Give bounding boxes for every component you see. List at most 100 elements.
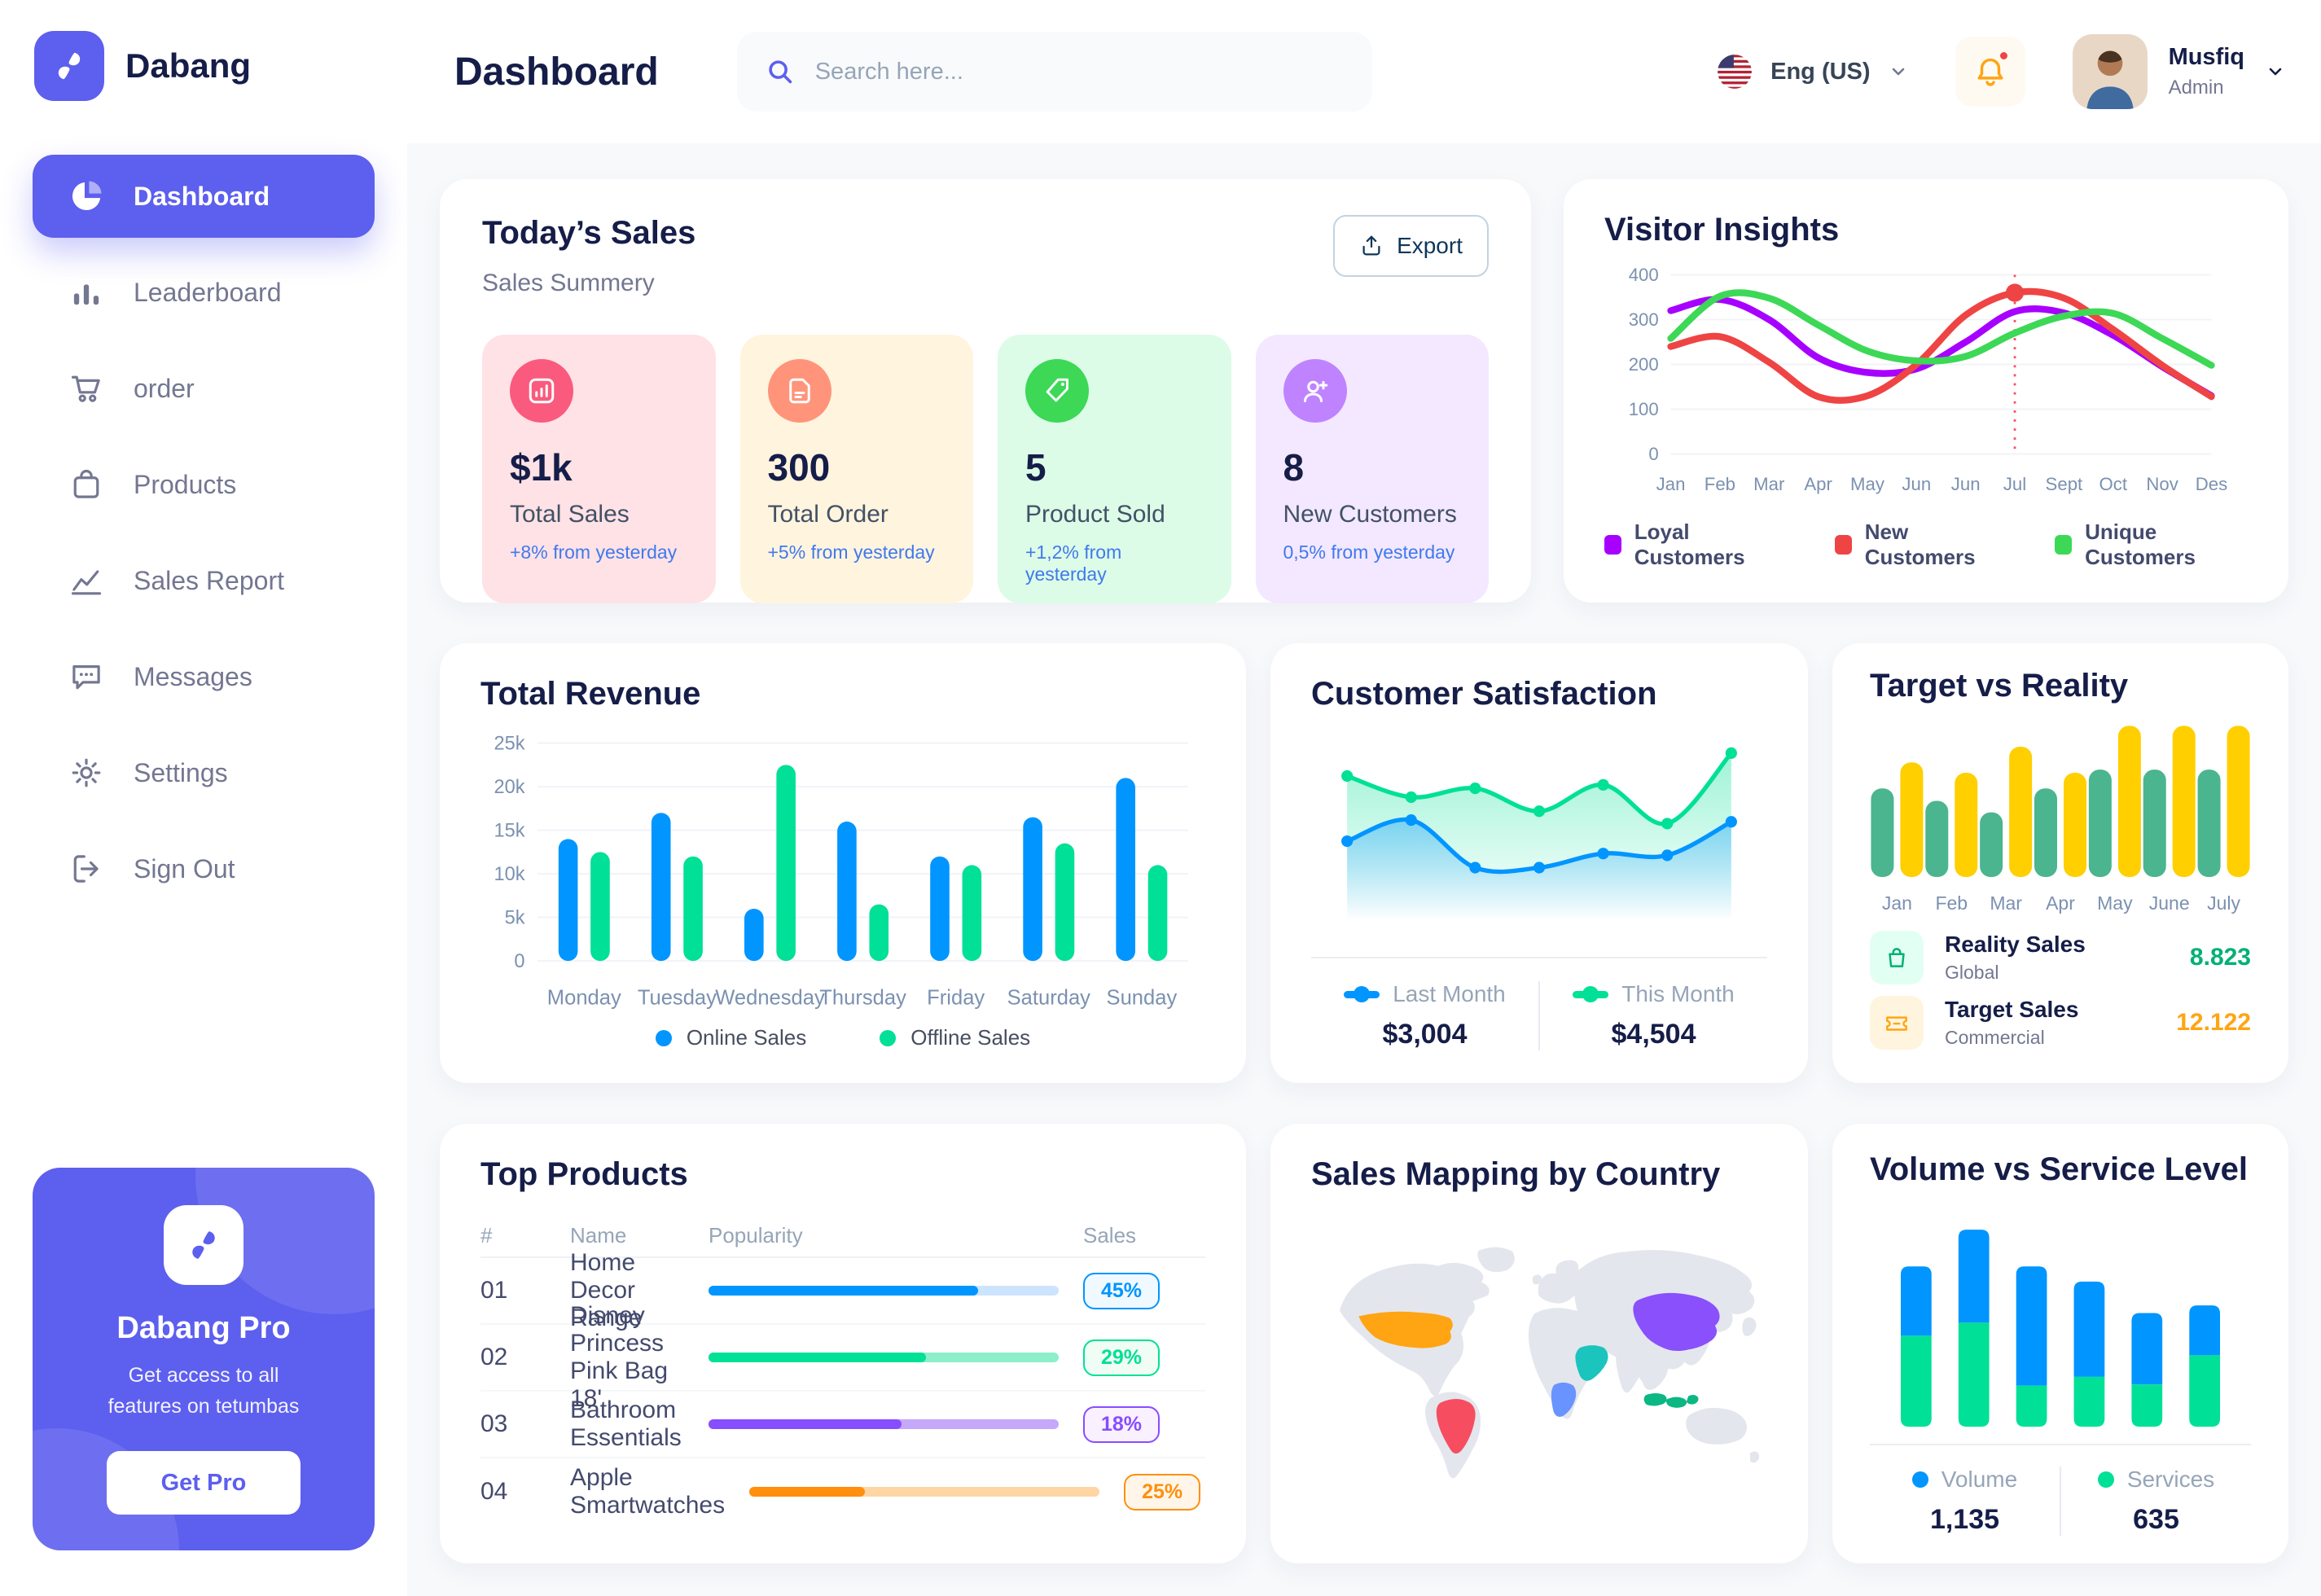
visitor-insights-card: Visitor Insights 0 100 200 300 400 Jan Feb Mar A…	[1564, 179, 2288, 603]
summary-label: Product Sold	[1025, 501, 1165, 528]
sidebar-item-label: Sales Report	[134, 565, 284, 595]
svg-text:May: May	[2097, 892, 2133, 914]
summary-value: 300	[767, 446, 831, 489]
col-popularity: Popularity	[709, 1222, 803, 1247]
leaderboard-icon	[68, 274, 104, 310]
summary-delta: 0,5% from yesterday	[1283, 542, 1455, 563]
search-input[interactable]	[814, 58, 1345, 86]
table-row: 01 Home Decor Range 45%	[480, 1249, 1205, 1331]
svg-text:July: July	[2207, 892, 2240, 914]
popularity-bar	[749, 1487, 1100, 1497]
todays-sales-card: Today’s Sales Sales Summery Export $1k To…	[440, 179, 1531, 603]
summary-value: 5	[1025, 446, 1046, 489]
top-bar: Dashboard Eng (US)	[407, 0, 2321, 143]
todays-sales-subtitle: Sales Summery	[482, 270, 655, 296]
dabang-logo-icon	[34, 31, 104, 101]
summary-card-total-order: 300 Total Order +5% from yesterday	[739, 335, 973, 603]
sales-chart-icon	[510, 359, 573, 423]
legend-item: This Month $4,504	[1538, 981, 1767, 1050]
total-revenue-card: Total Revenue 0 5k 10k 15k 20k 25k Monday Tuesd…	[440, 643, 1246, 1083]
sidebar-item-label: Products	[134, 469, 237, 499]
country-brazil	[1436, 1399, 1476, 1454]
top-products-title: Top Products	[480, 1156, 688, 1192]
sidebar-item-sign-out[interactable]: Sign Out	[33, 827, 375, 910]
svg-text:5k: 5k	[505, 908, 525, 929]
notifications-button[interactable]	[1955, 37, 2025, 107]
tag-icon	[1025, 359, 1089, 423]
sidebar-item-dashboard[interactable]: Dashboard	[33, 155, 375, 238]
export-icon	[1359, 234, 1384, 258]
sidebar-item-products[interactable]: Products	[33, 443, 375, 526]
product-number: 04	[480, 1478, 508, 1505]
svg-text:Feb: Feb	[1935, 892, 1968, 914]
export-button[interactable]: Export	[1333, 215, 1489, 277]
svg-text:15k: 15k	[494, 820, 524, 841]
get-pro-button[interactable]: Get Pro	[107, 1451, 301, 1515]
legend-item: New Customers	[1835, 520, 2003, 570]
product-name: Apple Smartwatches	[570, 1464, 726, 1519]
svg-text:100: 100	[1629, 399, 1659, 419]
svg-text:Apr: Apr	[2046, 892, 2075, 914]
todays-sales-title: Today’s Sales	[482, 215, 696, 251]
sign-out-icon	[68, 851, 104, 887]
sales-mapping-card: Sales Mapping by Country	[1270, 1124, 1808, 1563]
sidebar-item-label: Sign Out	[134, 853, 235, 884]
summary-delta: +8% from yesterday	[510, 542, 678, 563]
svg-text:Jul: Jul	[2003, 474, 2026, 494]
volume-vs-service-card: Volume vs Service Level Volume 1,135 Servi…	[1832, 1124, 2288, 1563]
table-row: 03 Bathroom Essentials 18%	[480, 1392, 1205, 1458]
page-title: Dashboard	[454, 50, 659, 94]
language-selector[interactable]: Eng (US)	[1717, 54, 1907, 90]
product-number: 02	[480, 1344, 508, 1370]
col-sales: Sales	[1083, 1222, 1137, 1247]
sales-badge: 45%	[1083, 1272, 1160, 1309]
popularity-bar	[709, 1286, 1059, 1296]
sidebar-item-leaderboard[interactable]: Leaderboard	[33, 251, 375, 334]
sidebar-item-sales-report[interactable]: Sales Report	[33, 539, 375, 622]
user-name: Musfiq	[2168, 44, 2244, 70]
user-menu[interactable]: Musfiq Admin	[2072, 34, 2285, 109]
svg-text:Mar: Mar	[1990, 892, 2022, 914]
chevron-down-icon	[2266, 62, 2285, 81]
svg-text:Wednesday: Wednesday	[715, 986, 825, 1009]
svg-text:Feb: Feb	[1705, 474, 1735, 494]
summary-card-product-sold: 5 Product Sold +1,2% from yesterday	[998, 335, 1231, 603]
svg-text:300: 300	[1629, 309, 1659, 330]
logo-text: Dabang	[125, 46, 252, 85]
sales-badge: 25%	[1124, 1473, 1201, 1510]
volume-vs-service-title: Volume vs Service Level	[1870, 1151, 2248, 1187]
sidebar-item-label: Leaderboard	[134, 277, 282, 307]
sidebar-item-label: Settings	[134, 757, 228, 787]
target-vs-reality-title: Target vs Reality	[1870, 668, 2129, 704]
avatar	[2072, 34, 2148, 109]
svg-text:Sunday: Sunday	[1107, 986, 1178, 1009]
svg-text:June: June	[2149, 892, 2190, 914]
svg-text:Saturday: Saturday	[1007, 986, 1091, 1009]
svg-text:200: 200	[1629, 354, 1659, 375]
svg-text:400: 400	[1629, 265, 1659, 285]
export-label: Export	[1397, 233, 1463, 258]
sidebar-item-order[interactable]: order	[33, 347, 375, 430]
customer-satisfaction-legend: Last Month $3,004 This Month $4,504	[1311, 957, 1767, 1050]
svg-text:Oct: Oct	[2099, 474, 2127, 494]
sales-badge: 29%	[1083, 1339, 1160, 1376]
dabang-pro-logo-icon	[164, 1205, 244, 1285]
svg-text:Sept: Sept	[2046, 474, 2083, 494]
customer-satisfaction-chart	[1341, 747, 1737, 921]
summary-label: New Customers	[1283, 501, 1457, 528]
user-info: Musfiq Admin	[2169, 44, 2244, 99]
us-flag-icon	[1717, 54, 1753, 90]
product-number: 01	[480, 1277, 508, 1304]
notification-dot	[1997, 50, 2010, 62]
sidebar-item-settings[interactable]: Settings	[33, 731, 375, 814]
svg-text:Tuesday: Tuesday	[638, 986, 717, 1009]
total-revenue-chart: 0 5k 10k 15k 20k 25k Monday TuesdayWednesdayThu…	[494, 733, 1188, 1009]
sidebar-item-messages[interactable]: Messages	[33, 635, 375, 718]
svg-text:Jun: Jun	[1951, 474, 1981, 494]
top-products-rows: 01 Home Decor Range 45% 02 Disney Princess P…	[480, 1249, 1205, 1525]
col-num: #	[480, 1222, 493, 1247]
legend-item: Loyal Customers	[1604, 520, 1783, 570]
svg-text:Des: Des	[2196, 474, 2227, 494]
product-name: Bathroom Essentials	[570, 1396, 682, 1451]
